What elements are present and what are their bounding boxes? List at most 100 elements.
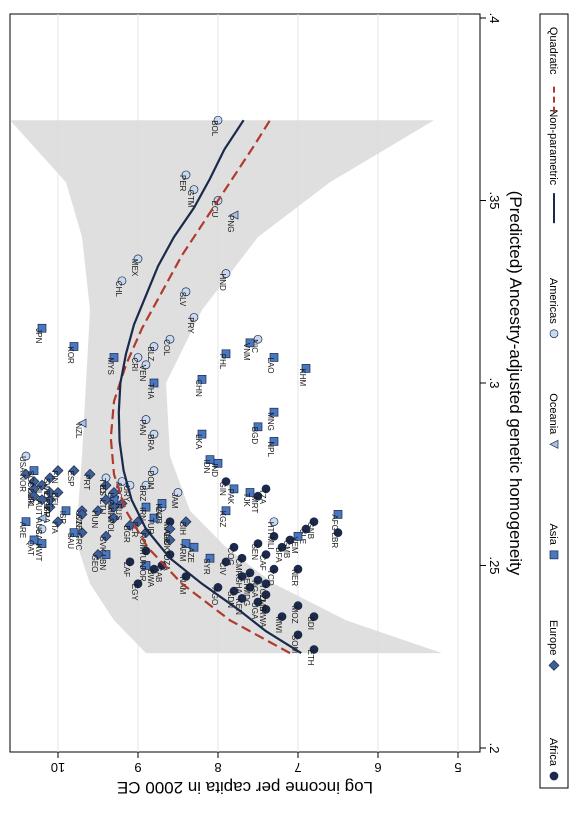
point-label-ind: IND: [210, 463, 219, 477]
point-png: [229, 210, 239, 220]
point-are: [21, 517, 31, 527]
point-label-blr: BLR: [130, 522, 139, 538]
point-irl: [28, 490, 40, 502]
legend-box: [539, 13, 569, 789]
x-axis-title: (Predicted) Ancestry-adjusted genetic ho…: [506, 191, 525, 576]
point-nld: [36, 479, 48, 491]
point-label-zaf: ZAF: [122, 562, 131, 577]
point-label-geo: GEO: [90, 555, 99, 573]
point-label-slv: SLV: [178, 292, 187, 307]
point-label-ben: BEN: [242, 573, 251, 590]
y-tick-label-3: 8: [214, 760, 221, 775]
point-ken: [237, 593, 247, 603]
point-label-lbr: LBR: [330, 533, 339, 549]
point-label-arm: ARM: [178, 544, 187, 562]
point-sau: [69, 528, 79, 538]
point-label-gbr: GBR: [42, 500, 51, 518]
point-chl: [117, 276, 127, 286]
point-label-rwa: RWA: [258, 609, 267, 628]
point-label-rus: RUS: [114, 503, 123, 520]
point-label-ukr: UKR: [162, 540, 171, 557]
point-yem: [293, 531, 303, 541]
x-tick-label-3: .35: [487, 191, 502, 209]
legend-label-quadratic: Quadratic: [547, 27, 559, 75]
point-label-grc: GRC: [74, 533, 83, 551]
point-label-nld: NLD: [34, 485, 43, 501]
point-label-lka: LKA: [194, 434, 203, 450]
point-label-mng: MNG: [266, 412, 275, 431]
axes: .2 .25 .3 .35 .4 5 6 7 8 9 10 (Predicted) Ancestry-…: [51, 13, 525, 797]
point-label-mwi: MWI: [274, 617, 283, 633]
point-label-kwt: KWT: [34, 544, 43, 562]
point-tgo: [261, 579, 271, 589]
point-est: [100, 479, 112, 491]
point-label-gnb: GNB: [306, 522, 315, 539]
point-label-cze: CZE: [74, 514, 83, 530]
point-label-mli: MLI: [266, 536, 275, 549]
point-esp: [68, 465, 80, 477]
point-label-ken: KEN: [234, 598, 243, 615]
point-label-brz: BRZ: [138, 485, 147, 501]
point-label-gmb: GMB: [282, 540, 291, 558]
point-bdi: [309, 612, 319, 621]
point-kgz: [221, 506, 231, 516]
point-label-mrt: MRT: [250, 496, 259, 513]
point-label-can: CAN: [34, 529, 43, 546]
x-tick-label-4: .4: [487, 13, 502, 24]
point-sdn: [229, 586, 239, 596]
point-label-swe: SWE: [42, 478, 51, 496]
point-vnm: [245, 338, 255, 348]
point-label-irn: IRN: [138, 507, 147, 521]
point-lao: [269, 353, 279, 362]
point-tcd: [269, 564, 279, 574]
point-lva: [108, 487, 120, 498]
point-label-hti: HTI: [266, 522, 275, 535]
legend-label-asia: Asia: [547, 523, 559, 545]
point-label-rom: ROM: [138, 533, 147, 552]
point-mng: [269, 407, 279, 417]
point-nor: [20, 468, 32, 480]
point-lka: [197, 429, 207, 439]
point-jam: [173, 488, 183, 497]
point-kaz: [157, 499, 167, 508]
point-label-gha: GHA: [234, 577, 243, 595]
point-label-cub: CUB: [154, 507, 163, 524]
legend-label-americas: Americas: [547, 278, 559, 324]
point-label-ury: URY: [122, 485, 131, 502]
point-gnb: [309, 517, 319, 527]
point-label-bra: BRA: [146, 434, 155, 451]
point-label-som: SOM: [290, 635, 299, 654]
point-svk: [100, 530, 112, 542]
point-jor: [141, 561, 151, 570]
point-khm: [301, 364, 311, 373]
point-sle: [301, 524, 311, 534]
point-label-sau: SAU: [66, 533, 75, 550]
point-label-pol: POL: [106, 518, 115, 535]
point-label-khm: KHM: [298, 368, 307, 386]
legend: Africa Europe Asia Oceania Americas Non-param…: [539, 13, 569, 789]
point-label-tcd: TCD: [266, 569, 275, 586]
point-label-ago: AGO: [210, 587, 219, 605]
point-label-est: EST: [98, 485, 107, 501]
legend-label-europe: Europe: [547, 620, 559, 655]
point-label-bgr: BGR: [122, 525, 131, 543]
point-can: [37, 524, 47, 534]
point-usa: [21, 451, 31, 461]
point-label-fin: FIN: [50, 471, 59, 484]
point-bgr: [124, 519, 136, 531]
point-label-gab: GAB: [154, 566, 163, 583]
point-label-mys: MYS: [106, 358, 115, 375]
point-label-kaz: KAZ: [154, 503, 163, 519]
point-kor: [69, 342, 79, 351]
point-ukr: [164, 534, 176, 546]
point-label-deu: DEU: [42, 493, 51, 510]
point-label-ecu: ECU: [210, 201, 219, 218]
point-caf: [261, 550, 271, 559]
point-label-vnm: VNM: [242, 343, 251, 361]
point-som: [293, 630, 303, 640]
point-label-tjk: TJK: [242, 493, 251, 508]
y-tick-label-5: 10: [51, 760, 65, 775]
point-bfa: [277, 542, 287, 552]
point-grc: [76, 527, 88, 539]
